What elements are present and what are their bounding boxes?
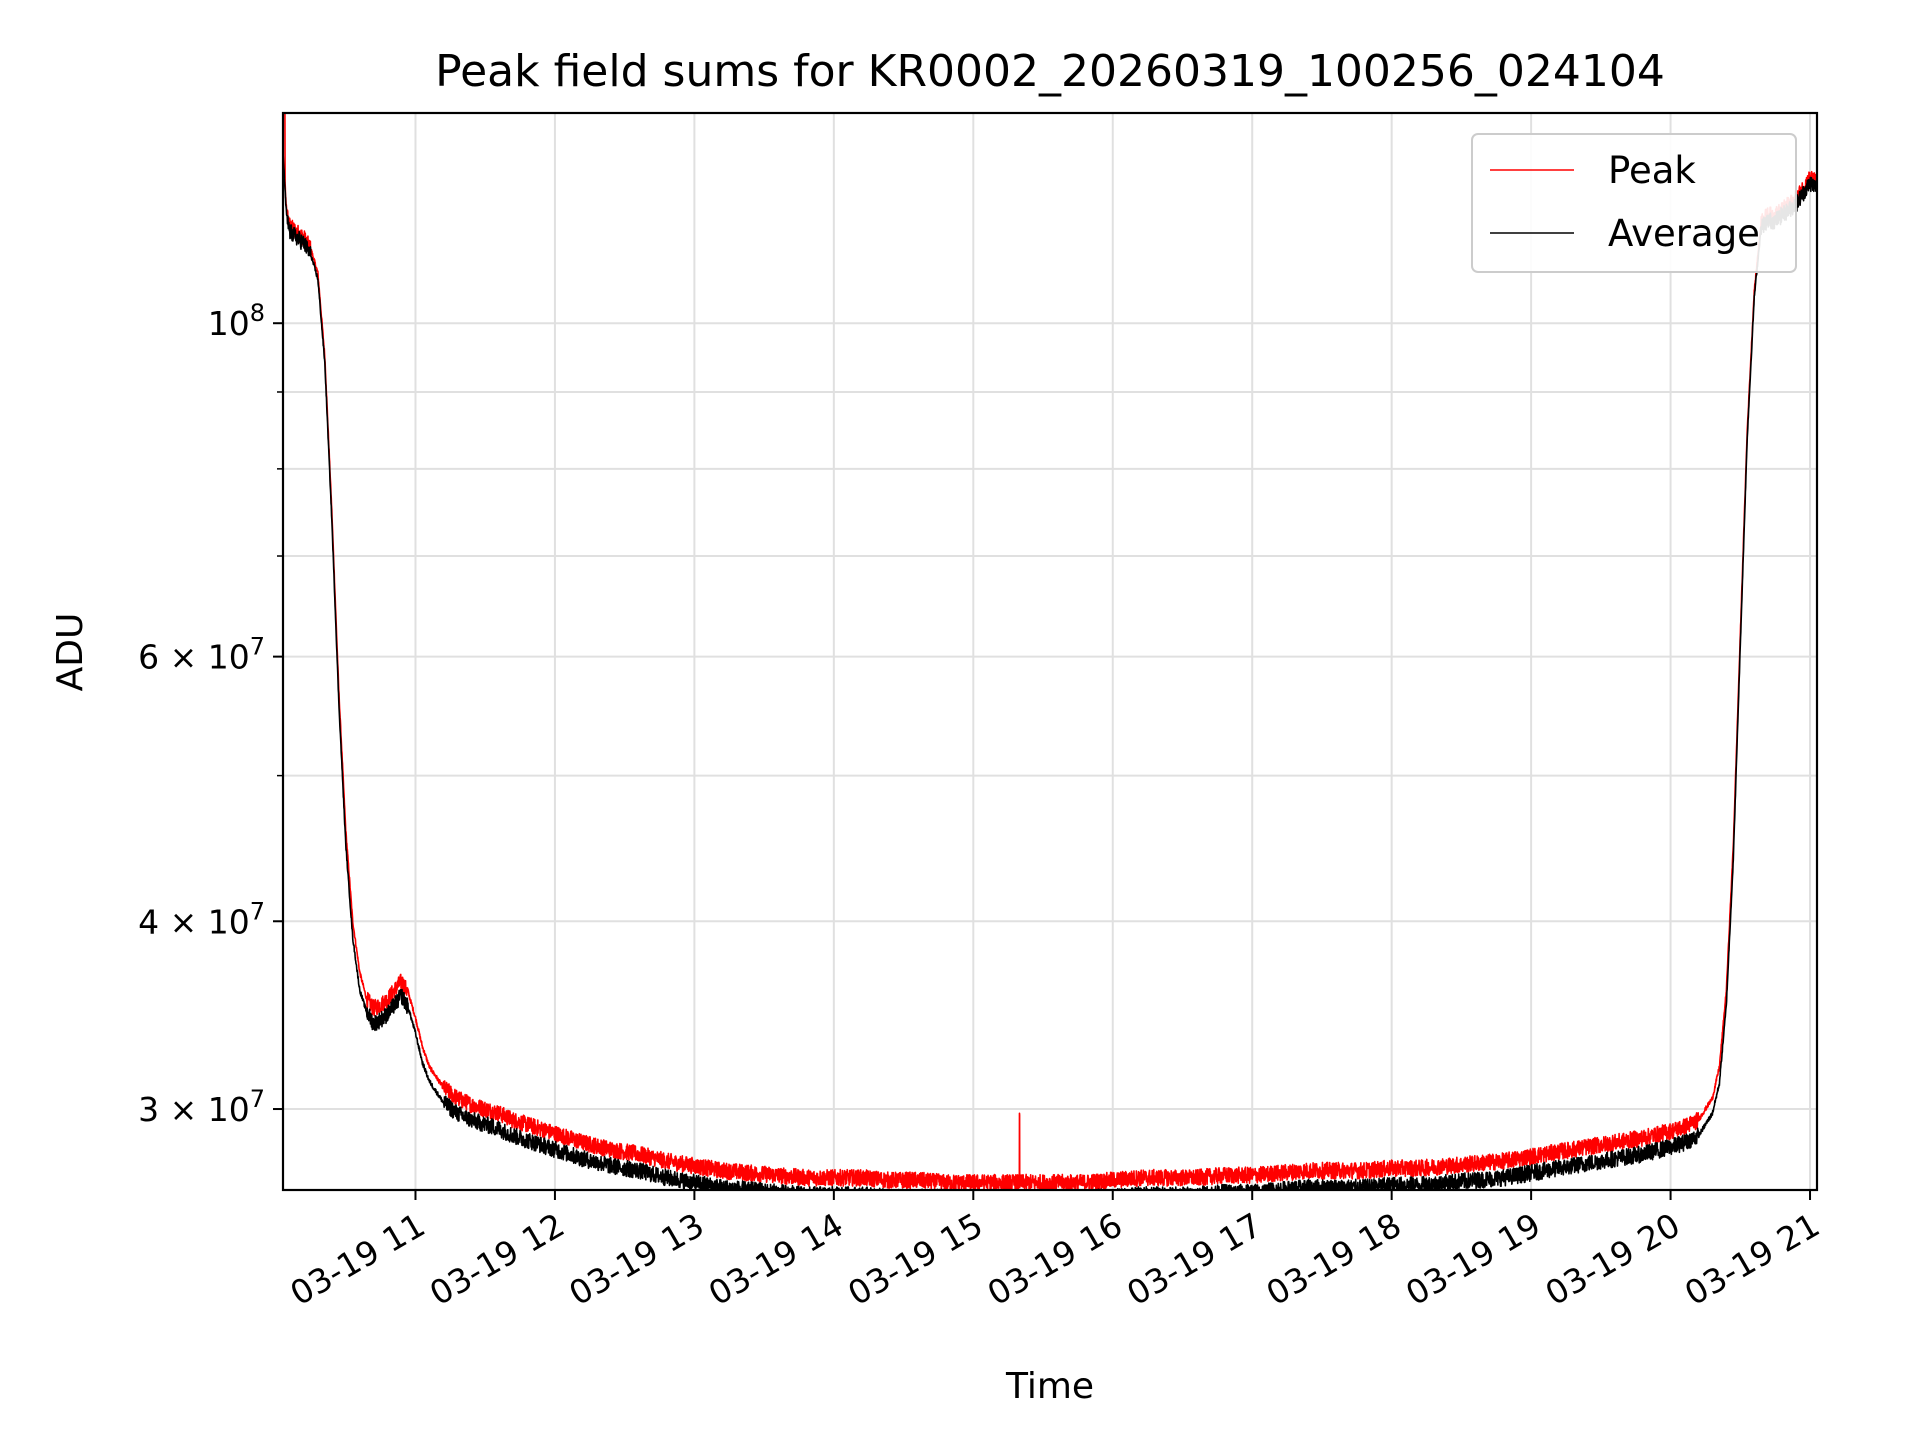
y-tick-label: 4 × 107 xyxy=(138,897,265,941)
x-axis-label: Time xyxy=(1005,1366,1094,1407)
grid-lines xyxy=(283,113,1817,1190)
y-tick-mantissa: 3 xyxy=(138,1090,159,1129)
chart-title: Peak field sums for KR0002_20260319_1002… xyxy=(435,46,1665,97)
y-axis: 3 × 107 4 × 107 6 × 107 108 xyxy=(138,299,283,1129)
y-tick-exponent: 7 xyxy=(250,897,265,925)
y-tick-label: 6 × 107 xyxy=(138,633,265,677)
y-tick-mantissa: 6 xyxy=(138,638,159,677)
legend-box xyxy=(1471,133,1797,273)
series-line-peak xyxy=(283,113,1817,1190)
y-tick-exponent: 8 xyxy=(250,299,265,327)
plot-frame xyxy=(281,111,1819,1192)
y-tick-exponent: 7 xyxy=(250,1085,265,1113)
y-axis-label: ADU xyxy=(50,613,91,692)
y-tick-mantissa: 4 xyxy=(138,902,159,941)
legend: Peak Average xyxy=(1471,133,1797,273)
series-line-average xyxy=(283,151,1817,1190)
legend-label-average: Average xyxy=(1608,212,1760,255)
y-tick-exponent: 7 xyxy=(250,633,265,661)
series-layer xyxy=(283,113,1817,1190)
y-tick-label: 3 × 107 xyxy=(138,1085,265,1129)
legend-label-peak: Peak xyxy=(1608,149,1696,192)
y-tick-label: 108 xyxy=(208,299,265,343)
